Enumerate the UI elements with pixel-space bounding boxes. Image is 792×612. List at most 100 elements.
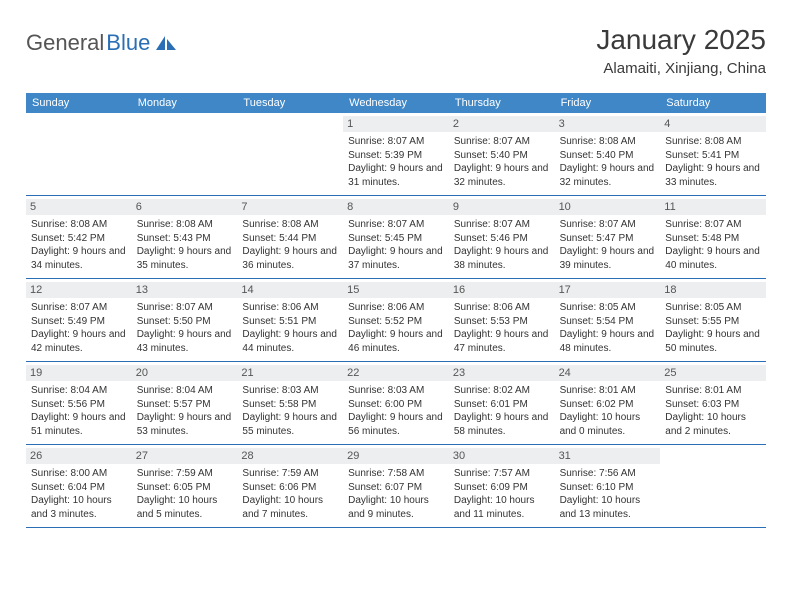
day-cell: 27 Sunrise: 7:59 AMSunset: 6:05 PMDayligh… [132, 445, 238, 527]
day-details: Sunrise: 8:04 AMSunset: 5:57 PMDaylight:… [137, 384, 233, 438]
sunset-text: Sunset: 5:40 PM [454, 149, 550, 163]
brand-part1: General [26, 30, 104, 56]
day-cell: 18Sunrise: 8:05 AMSunset: 5:55 PMDayligh… [660, 279, 766, 361]
daylight-text: Daylight: 9 hours and 55 minutes. [242, 411, 338, 438]
daylight-text: Daylight: 9 hours and 51 minutes. [31, 411, 127, 438]
day-number: 15 [343, 282, 449, 298]
day-cell: 30Sunrise: 7:57 AMSunset: 6:09 PMDayligh… [449, 445, 555, 527]
sunrise-text: Sunrise: 8:07 AM [665, 218, 761, 232]
day-number: 9 [449, 199, 555, 215]
daylight-text: Daylight: 9 hours and 34 minutes. [31, 245, 127, 272]
day-number: 8 [343, 199, 449, 215]
day-cell: 14Sunrise: 8:06 AMSunset: 5:51 PMDayligh… [237, 279, 343, 361]
sunrise-text: Sunrise: 8:06 AM [242, 301, 338, 315]
daylight-text: Daylight: 10 hours and 2 minutes. [665, 411, 761, 438]
day-number: 21 [237, 365, 343, 381]
week-row: 5Sunrise: 8:08 AMSunset: 5:42 PMDaylight… [26, 196, 766, 279]
daylight-text: Daylight: 9 hours and 50 minutes. [665, 328, 761, 355]
week-row: 12Sunrise: 8:07 AMSunset: 5:49 PMDayligh… [26, 279, 766, 362]
sunset-text: Sunset: 5:57 PM [137, 398, 233, 412]
sunset-text: Sunset: 5:40 PM [560, 149, 656, 163]
weekday-header: Monday [132, 93, 238, 113]
daylight-text: Daylight: 9 hours and 47 minutes. [454, 328, 550, 355]
daylight-text: Daylight: 10 hours and 11 minutes. [454, 494, 550, 521]
day-details: Sunrise: 8:06 AMSunset: 5:52 PMDaylight:… [348, 301, 444, 355]
daylight-text: Daylight: 9 hours and 40 minutes. [665, 245, 761, 272]
day-details: Sunrise: 8:00 AMSunset: 6:04 PMDaylight:… [31, 467, 127, 521]
week-row: 19 Sunrise: 8:04 AMSunset: 5:56 PMDayligh… [26, 362, 766, 445]
day-details: Sunrise: 8:08 AMSunset: 5:41 PMDaylight:… [665, 135, 761, 189]
sunrise-text: Sunrise: 8:04 AM [137, 384, 233, 398]
brand-logo: GeneralBlue [26, 30, 178, 56]
weekday-header: Saturday [660, 93, 766, 113]
sunset-text: Sunset: 6:03 PM [665, 398, 761, 412]
day-number: 16 [449, 282, 555, 298]
day-details: Sunrise: 8:07 AMSunset: 5:50 PMDaylight:… [137, 301, 233, 355]
daylight-text: Daylight: 10 hours and 9 minutes. [348, 494, 444, 521]
sunrise-text: Sunrise: 8:01 AM [560, 384, 656, 398]
daylight-text: Daylight: 9 hours and 44 minutes. [242, 328, 338, 355]
day-number: 19 [26, 365, 132, 381]
weekday-header: Tuesday [237, 93, 343, 113]
day-details: Sunrise: 8:08 AMSunset: 5:42 PMDaylight:… [31, 218, 127, 272]
day-cell: 16Sunrise: 8:06 AMSunset: 5:53 PMDayligh… [449, 279, 555, 361]
sunrise-text: Sunrise: 8:07 AM [560, 218, 656, 232]
sunset-text: Sunset: 5:42 PM [31, 232, 127, 246]
day-number: 6 [132, 199, 238, 215]
daylight-text: Daylight: 9 hours and 37 minutes. [348, 245, 444, 272]
day-details: Sunrise: 7:58 AMSunset: 6:07 PMDaylight:… [348, 467, 444, 521]
day-number: 12 [26, 282, 132, 298]
day-number: 18 [660, 282, 766, 298]
sunset-text: Sunset: 6:02 PM [560, 398, 656, 412]
sunrise-text: Sunrise: 8:01 AM [665, 384, 761, 398]
day-number: 7 [237, 199, 343, 215]
day-cell: 28Sunrise: 7:59 AMSunset: 6:06 PMDayligh… [237, 445, 343, 527]
day-details: Sunrise: 7:56 AMSunset: 6:10 PMDaylight:… [560, 467, 656, 521]
day-number: 17 [555, 282, 661, 298]
day-details: Sunrise: 7:59 AMSunset: 6:05 PMDaylight:… [137, 467, 233, 521]
day-details: Sunrise: 8:03 AMSunset: 5:58 PMDaylight:… [242, 384, 338, 438]
day-cell: 26Sunrise: 8:00 AMSunset: 6:04 PMDayligh… [26, 445, 132, 527]
sunset-text: Sunset: 5:44 PM [242, 232, 338, 246]
sunrise-text: Sunrise: 8:03 AM [348, 384, 444, 398]
sunrise-text: Sunrise: 8:08 AM [242, 218, 338, 232]
day-details: Sunrise: 8:07 AMSunset: 5:48 PMDaylight:… [665, 218, 761, 272]
day-cell: 3 Sunrise: 8:08 AMSunset: 5:40 PMDaylight… [555, 113, 661, 195]
day-number: 1 [343, 116, 449, 132]
month-title: January 2025 [596, 24, 766, 56]
sunrise-text: Sunrise: 8:07 AM [454, 218, 550, 232]
day-details: Sunrise: 8:08 AMSunset: 5:44 PMDaylight:… [242, 218, 338, 272]
weekday-header: Sunday [26, 93, 132, 113]
daylight-text: Daylight: 9 hours and 48 minutes. [560, 328, 656, 355]
day-number: 22 [343, 365, 449, 381]
day-cell: 19 Sunrise: 8:04 AMSunset: 5:56 PMDayligh… [26, 362, 132, 444]
day-details: Sunrise: 8:02 AMSunset: 6:01 PMDaylight:… [454, 384, 550, 438]
day-cell: 10Sunrise: 8:07 AMSunset: 5:47 PMDayligh… [555, 196, 661, 278]
day-cell: 20Sunrise: 8:04 AMSunset: 5:57 PMDayligh… [132, 362, 238, 444]
title-block: January 2025 Alamaiti, Xinjiang, China [596, 24, 766, 77]
weekday-header: Wednesday [343, 93, 449, 113]
weekday-header: Thursday [449, 93, 555, 113]
daylight-text: Daylight: 10 hours and 3 minutes. [31, 494, 127, 521]
daylight-text: Daylight: 9 hours and 38 minutes. [454, 245, 550, 272]
day-number: 5 [26, 199, 132, 215]
daylight-text: Daylight: 10 hours and 5 minutes. [137, 494, 233, 521]
day-number: 3 [555, 116, 661, 132]
sunrise-text: Sunrise: 8:07 AM [454, 135, 550, 149]
day-details: Sunrise: 8:08 AMSunset: 5:40 PMDaylight:… [560, 135, 656, 189]
sunset-text: Sunset: 5:46 PM [454, 232, 550, 246]
sunset-text: Sunset: 5:43 PM [137, 232, 233, 246]
day-cell [26, 113, 132, 195]
brand-part2: Blue [106, 30, 150, 56]
sunrise-text: Sunrise: 8:07 AM [31, 301, 127, 315]
sunrise-text: Sunrise: 8:00 AM [31, 467, 127, 481]
day-details: Sunrise: 8:04 AMSunset: 5:56 PMDaylight:… [31, 384, 127, 438]
day-number: 27 [132, 448, 238, 464]
location-text: Alamaiti, Xinjiang, China [596, 60, 766, 77]
sunset-text: Sunset: 6:05 PM [137, 481, 233, 495]
day-cell [237, 113, 343, 195]
week-row: 1Sunrise: 8:07 AMSunset: 5:39 PMDaylight… [26, 113, 766, 196]
day-cell: 11Sunrise: 8:07 AMSunset: 5:48 PMDayligh… [660, 196, 766, 278]
daylight-text: Daylight: 9 hours and 42 minutes. [31, 328, 127, 355]
day-cell: 25Sunrise: 8:01 AMSunset: 6:03 PMDayligh… [660, 362, 766, 444]
